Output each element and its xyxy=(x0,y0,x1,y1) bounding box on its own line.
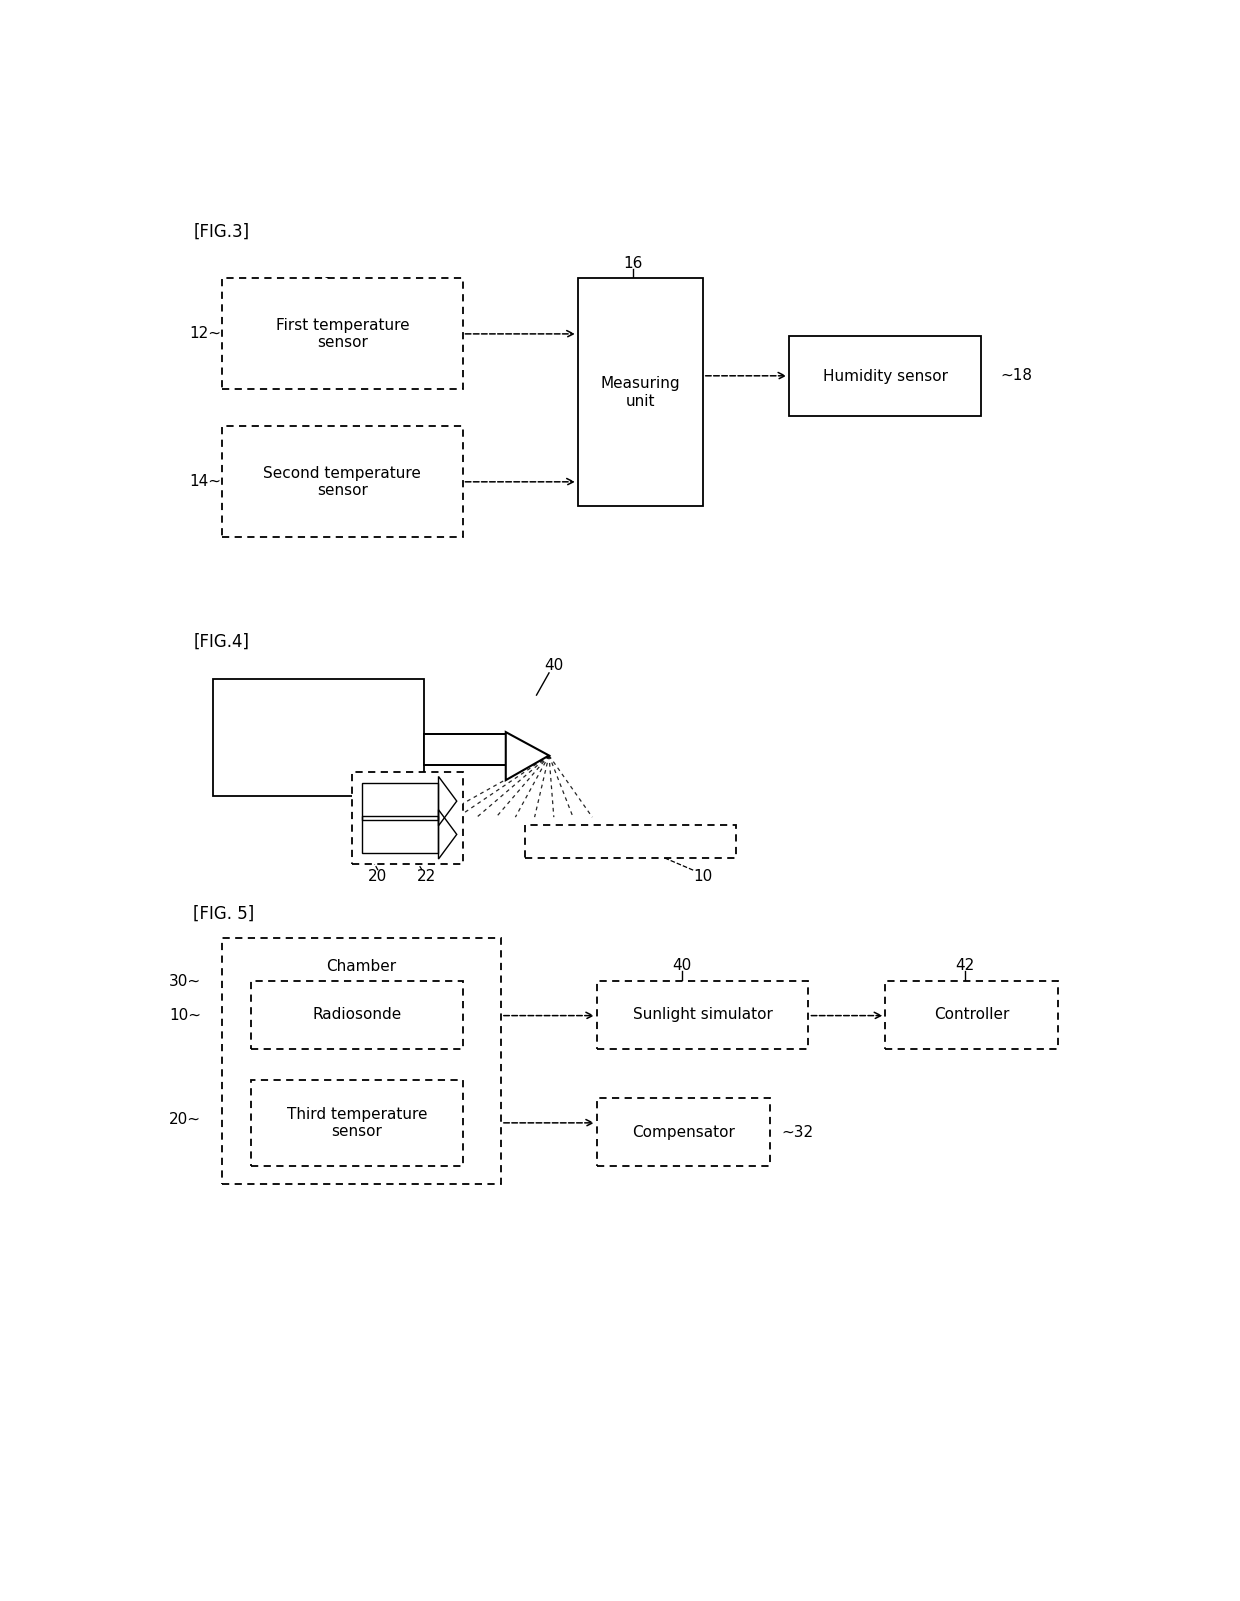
Text: Second temperature
sensor: Second temperature sensor xyxy=(263,466,422,498)
Text: [FIG.4]: [FIG.4] xyxy=(193,632,249,652)
Text: 40: 40 xyxy=(544,658,563,672)
Text: First temperature
sensor: First temperature sensor xyxy=(275,317,409,351)
Text: 20: 20 xyxy=(368,869,388,884)
Bar xyxy=(213,679,424,796)
Text: ~18: ~18 xyxy=(1001,368,1033,383)
Bar xyxy=(222,426,463,538)
Bar xyxy=(578,279,703,506)
Text: Chamber: Chamber xyxy=(326,959,397,973)
Bar xyxy=(885,981,1058,1049)
Polygon shape xyxy=(506,732,549,780)
Text: 10~: 10~ xyxy=(169,1009,201,1023)
Bar xyxy=(250,981,463,1049)
Bar xyxy=(424,733,506,765)
Bar xyxy=(525,825,737,858)
Bar xyxy=(250,1079,463,1166)
Bar xyxy=(596,981,808,1049)
Bar xyxy=(222,279,463,389)
Text: Compensator: Compensator xyxy=(632,1124,735,1140)
Bar xyxy=(222,938,501,1185)
Text: 10: 10 xyxy=(693,869,713,884)
Text: 14~: 14~ xyxy=(188,474,221,490)
Bar xyxy=(596,1098,770,1166)
Bar xyxy=(789,336,982,416)
Text: 30~: 30~ xyxy=(169,973,201,988)
Text: 22: 22 xyxy=(417,869,435,884)
Text: [FIG.3]: [FIG.3] xyxy=(193,223,249,240)
Text: ~32: ~32 xyxy=(781,1126,813,1140)
Text: 10: 10 xyxy=(314,277,332,291)
Text: 20~: 20~ xyxy=(169,1111,201,1127)
Text: 16: 16 xyxy=(622,256,642,271)
Text: 12~: 12~ xyxy=(188,327,221,341)
Text: Radiosonde: Radiosonde xyxy=(312,1007,402,1023)
Text: 40: 40 xyxy=(672,957,691,972)
Text: Measuring
unit: Measuring unit xyxy=(600,376,680,408)
Bar xyxy=(352,772,463,865)
Text: Sunlight simulator: Sunlight simulator xyxy=(632,1007,773,1023)
Text: Controller: Controller xyxy=(934,1007,1009,1023)
Text: 42: 42 xyxy=(956,957,975,972)
Text: Humidity sensor: Humidity sensor xyxy=(823,368,947,384)
Text: [FIG. 5]: [FIG. 5] xyxy=(193,905,254,922)
Text: Third temperature
sensor: Third temperature sensor xyxy=(286,1106,427,1138)
